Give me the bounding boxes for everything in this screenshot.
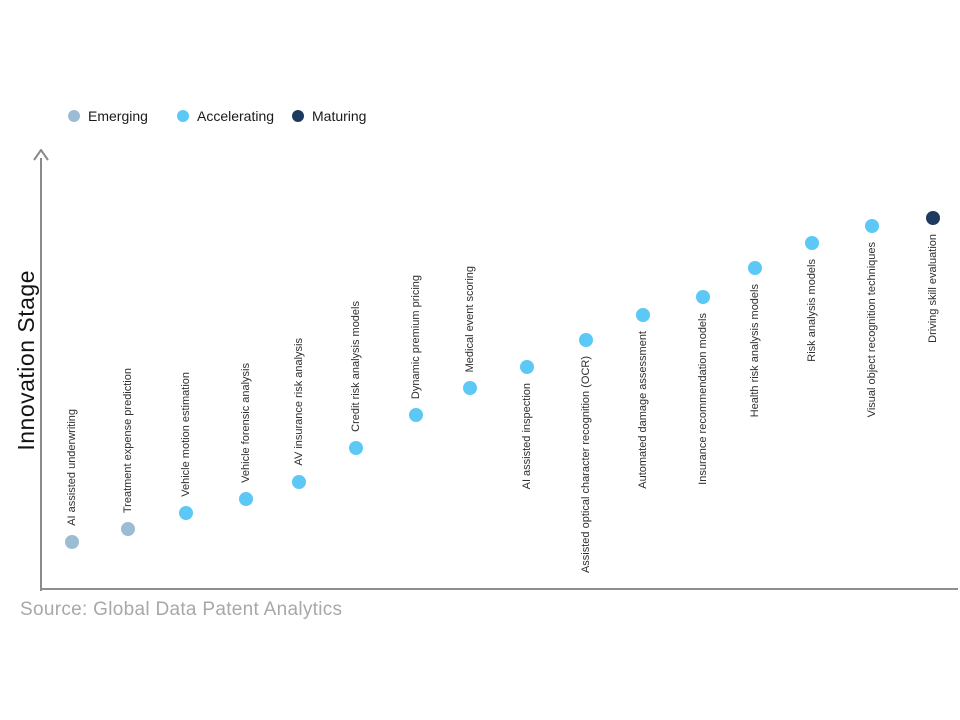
y-axis-label: Innovation Stage: [13, 270, 39, 451]
data-point-label: Vehicle motion estimation: [180, 372, 192, 497]
x-axis-line: [40, 588, 958, 590]
data-point-label: Insurance recommendation models: [697, 313, 709, 485]
data-point-label: Dynamic premium pricing: [410, 274, 422, 399]
data-point-dot: [349, 441, 363, 455]
data-point-dot: [805, 236, 819, 250]
data-point-label: Medical event scoring: [464, 265, 476, 372]
data-point-label: Vehicle forensic analysis: [240, 363, 252, 483]
data-point-label: AI assisted underwriting: [66, 409, 78, 526]
data-point-dot: [579, 333, 593, 347]
source-note: Source: Global Data Patent Analytics: [20, 599, 343, 620]
data-point-label: Automated damage assessment: [637, 331, 649, 489]
legend-item-emerging: Emerging: [68, 108, 148, 124]
data-point-dot: [696, 290, 710, 304]
data-point-dot: [65, 535, 79, 549]
legend-label-maturing: Maturing: [312, 108, 367, 124]
maturing-dot-icon: [292, 110, 304, 122]
legend-label-emerging: Emerging: [88, 108, 148, 124]
data-point-dot: [179, 506, 193, 520]
data-point-label: Treatment expense prediction: [122, 367, 134, 513]
data-point-label: Assisted optical character recognition (…: [580, 356, 592, 574]
data-point-label: AV insurance risk analysis: [293, 338, 305, 466]
y-axis-line: [40, 158, 42, 591]
data-point-dot: [463, 381, 477, 395]
data-point-label: Visual object recognition techniques: [866, 242, 878, 418]
data-point-dot: [865, 219, 879, 233]
accelerating-dot-icon: [177, 110, 189, 122]
data-point-dot: [409, 408, 423, 422]
data-point-dot: [239, 492, 253, 506]
data-point-dot: [748, 261, 762, 275]
legend-label-accelerating: Accelerating: [197, 108, 275, 124]
data-point-label: Credit risk analysis models: [350, 301, 362, 432]
data-point-label: Health risk analysis models: [749, 284, 761, 418]
legend-item-maturing: Maturing: [292, 108, 366, 124]
data-point-label: Driving skill evaluation: [927, 234, 939, 343]
data-point-dot: [636, 308, 650, 322]
data-point-dot: [121, 522, 135, 536]
data-point-label: AI assisted inspection: [521, 383, 533, 490]
emerging-dot-icon: [68, 110, 80, 122]
legend-item-accelerating: Accelerating: [177, 108, 274, 124]
data-point-dot: [292, 475, 306, 489]
data-point-dot: [520, 360, 534, 374]
data-point-dot: [926, 211, 940, 225]
data-point-label: Risk analysis models: [806, 259, 818, 362]
y-axis-arrowhead-icon: [33, 149, 49, 161]
